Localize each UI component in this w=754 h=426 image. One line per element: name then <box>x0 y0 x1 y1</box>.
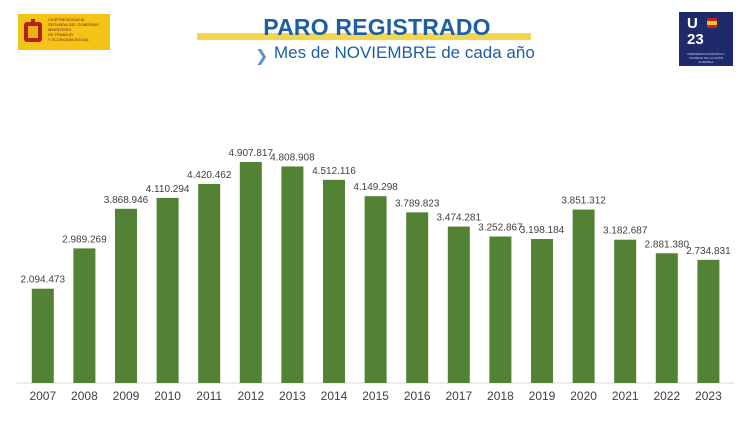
data-label: 3.182.687 <box>603 226 648 237</box>
title-highlight-band <box>197 33 531 40</box>
x-tick-label: 2021 <box>612 389 639 403</box>
bar <box>198 183 221 383</box>
bar <box>73 248 96 383</box>
logo-number: 23 <box>687 31 704 48</box>
bar <box>323 179 345 383</box>
x-tick-label: 2011 <box>196 389 222 403</box>
ministry-logo: VICEPRESIDENCIA SEGUNDA DEL GOBIERNO MIN… <box>18 14 110 50</box>
x-tick-label: 2013 <box>279 389 306 403</box>
data-label: 4.110.294 <box>146 184 190 195</box>
bar <box>655 253 678 383</box>
x-tick-label: 2016 <box>404 389 431 403</box>
data-label: 4.512.116 <box>312 166 356 177</box>
x-tick-label: 2014 <box>321 389 348 403</box>
logo-line: VICEPRESIDENCIA <box>48 17 85 22</box>
data-label: 2.989.269 <box>62 234 107 245</box>
x-tick-label: 2008 <box>71 389 98 403</box>
data-label: 3.851.312 <box>561 196 606 207</box>
data-label: 4.907.817 <box>229 148 274 159</box>
x-tick-label: 2022 <box>653 389 680 403</box>
bar <box>31 288 54 383</box>
x-tick-label: 2019 <box>529 389 556 403</box>
bar <box>281 166 304 383</box>
data-label: 4.149.298 <box>353 182 398 193</box>
bar <box>406 212 429 383</box>
data-label: 3.252.867 <box>478 223 523 234</box>
data-label: 3.474.281 <box>437 213 482 224</box>
logo-line: Y ECONOMÍA SOCIAL <box>48 37 90 42</box>
data-label: 2.094.473 <box>21 275 66 286</box>
x-tick-label: 2020 <box>570 389 597 403</box>
data-label: 3.789.823 <box>395 198 440 209</box>
x-tick-label: 2010 <box>154 389 181 403</box>
x-tick-label: 2015 <box>362 389 389 403</box>
data-label: 4.420.462 <box>187 170 232 181</box>
bar <box>697 259 720 383</box>
bar <box>489 236 512 383</box>
bar <box>364 196 387 383</box>
page-title: PARO REGISTRADO <box>263 14 491 40</box>
logo-small-text: PRESIDENCIA ESPAÑOLA CONSEJO DE LA UNIÓN… <box>687 52 725 64</box>
logo-line: SEGUNDA DEL GOBIERNO <box>48 22 99 27</box>
bar <box>531 238 553 383</box>
x-tick-label: 2012 <box>237 389 264 403</box>
spain-flag-icon <box>707 18 717 28</box>
x-tick-label: 2023 <box>695 389 722 403</box>
logo-line: MINISTERIO <box>48 27 72 32</box>
data-label: 3.868.946 <box>104 195 149 206</box>
logo-line: DE TRABAJO <box>48 32 74 37</box>
x-tick-label: 2009 <box>113 389 140 403</box>
x-tick-label: 2018 <box>487 389 514 403</box>
data-label: 4.808.908 <box>270 152 315 163</box>
bar <box>614 239 637 383</box>
data-label: 2.734.831 <box>686 246 731 257</box>
bar <box>447 226 470 383</box>
coat-of-arms-icon <box>24 19 42 42</box>
data-label: 3.198.184 <box>520 225 565 236</box>
x-tick-label: 2017 <box>445 389 472 403</box>
data-label: 2.881.380 <box>645 239 690 250</box>
ministry-logo-text: VICEPRESIDENCIA SEGUNDA DEL GOBIERNO MIN… <box>48 17 108 42</box>
bar <box>115 208 137 383</box>
bar <box>572 209 595 383</box>
page-subtitle: Mes de NOVIEMBRE de cada año <box>274 43 535 62</box>
bar <box>239 162 262 383</box>
x-tick-label: 2007 <box>29 389 56 403</box>
chevron-right-icon: ❯ <box>255 48 269 65</box>
eu-presidency-logo: U 23 PRESIDENCIA ESPAÑOLA CONSEJO DE LA … <box>679 12 733 66</box>
bar <box>156 197 179 383</box>
logo-letter: U <box>687 15 698 32</box>
